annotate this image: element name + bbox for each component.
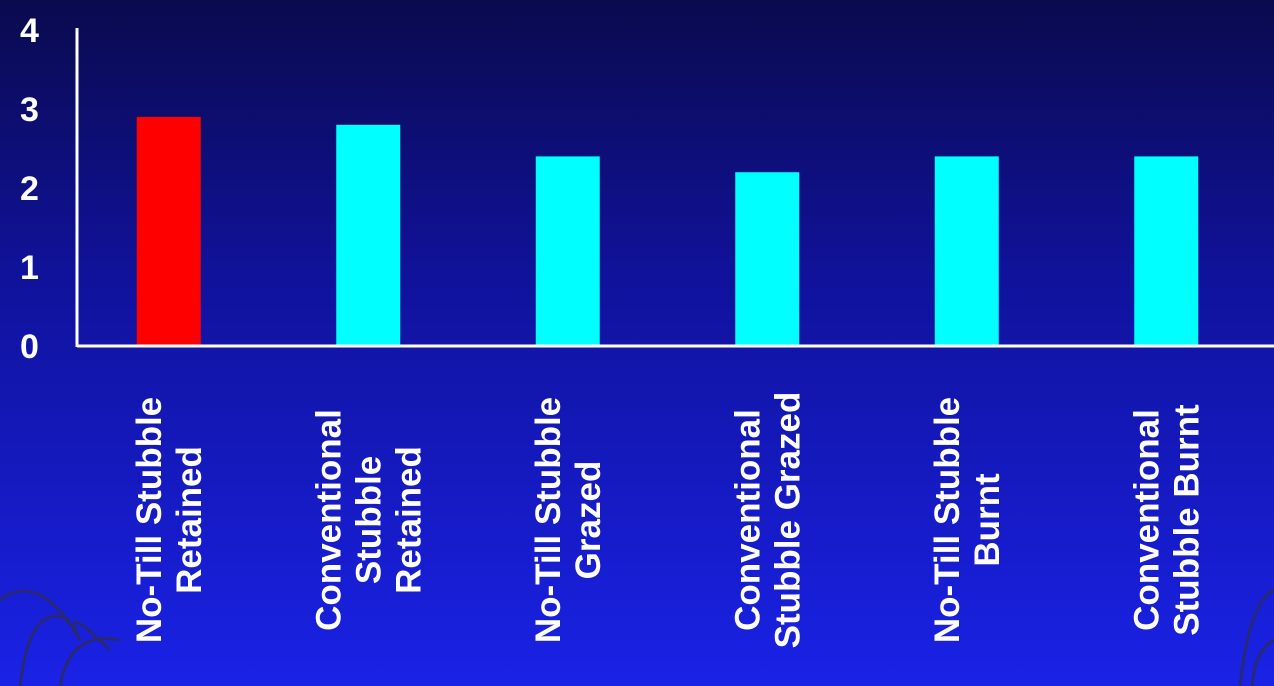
- x-tick-label: ConventionalStubble Grazed: [728, 392, 807, 649]
- bar: [136, 116, 201, 347]
- y-axis-ticks: 0 1 2 3 4: [20, 12, 39, 366]
- x-tick-label-line: No-Till Stubble: [928, 397, 967, 643]
- bar: [336, 124, 401, 346]
- x-tick-label-line: Stubble Grazed: [768, 392, 807, 649]
- bar: [735, 172, 800, 346]
- y-tick-label: 1: [20, 249, 39, 287]
- bars: [136, 116, 1199, 347]
- x-tick-label: ConventionalStubble Burnt: [1127, 404, 1206, 636]
- palm-frond-right-icon: [1238, 588, 1274, 686]
- x-tick-label-line: Stubble: [349, 456, 388, 584]
- x-tick-label-line: Conventional: [728, 409, 767, 631]
- x-tick-label: No-Till StubbleBurnt: [928, 397, 1007, 643]
- x-tick-label-line: Retained: [389, 446, 428, 594]
- bar: [535, 156, 600, 346]
- x-tick-label-line: No-Till Stubble: [529, 397, 568, 643]
- x-tick-label-line: Grazed: [569, 461, 608, 580]
- x-tick-label-line: Conventional: [1127, 409, 1166, 631]
- y-tick-label: 0: [20, 328, 39, 366]
- x-tick-label: No-Till StubbleGrazed: [529, 397, 608, 643]
- x-tick-label: No-Till StubbleRetained: [130, 397, 209, 643]
- x-axis-labels: No-Till StubbleRetained ConventionalStubb…: [130, 392, 1207, 649]
- bar: [934, 156, 999, 346]
- x-tick-label-line: No-Till Stubble: [130, 397, 169, 643]
- y-tick-label: 3: [20, 91, 39, 129]
- palm-frond-left-icon: [0, 589, 121, 686]
- x-tick-label-line: Burnt: [968, 473, 1007, 567]
- x-tick-label: ConventionalStubbleRetained: [309, 409, 428, 631]
- y-tick-label: 4: [20, 12, 39, 50]
- bar: [1134, 156, 1199, 346]
- x-tick-label-line: Retained: [170, 446, 209, 594]
- x-tick-label-line: Conventional: [309, 409, 348, 631]
- x-tick-label-line: Stubble Burnt: [1167, 404, 1206, 636]
- y-tick-label: 2: [20, 170, 39, 208]
